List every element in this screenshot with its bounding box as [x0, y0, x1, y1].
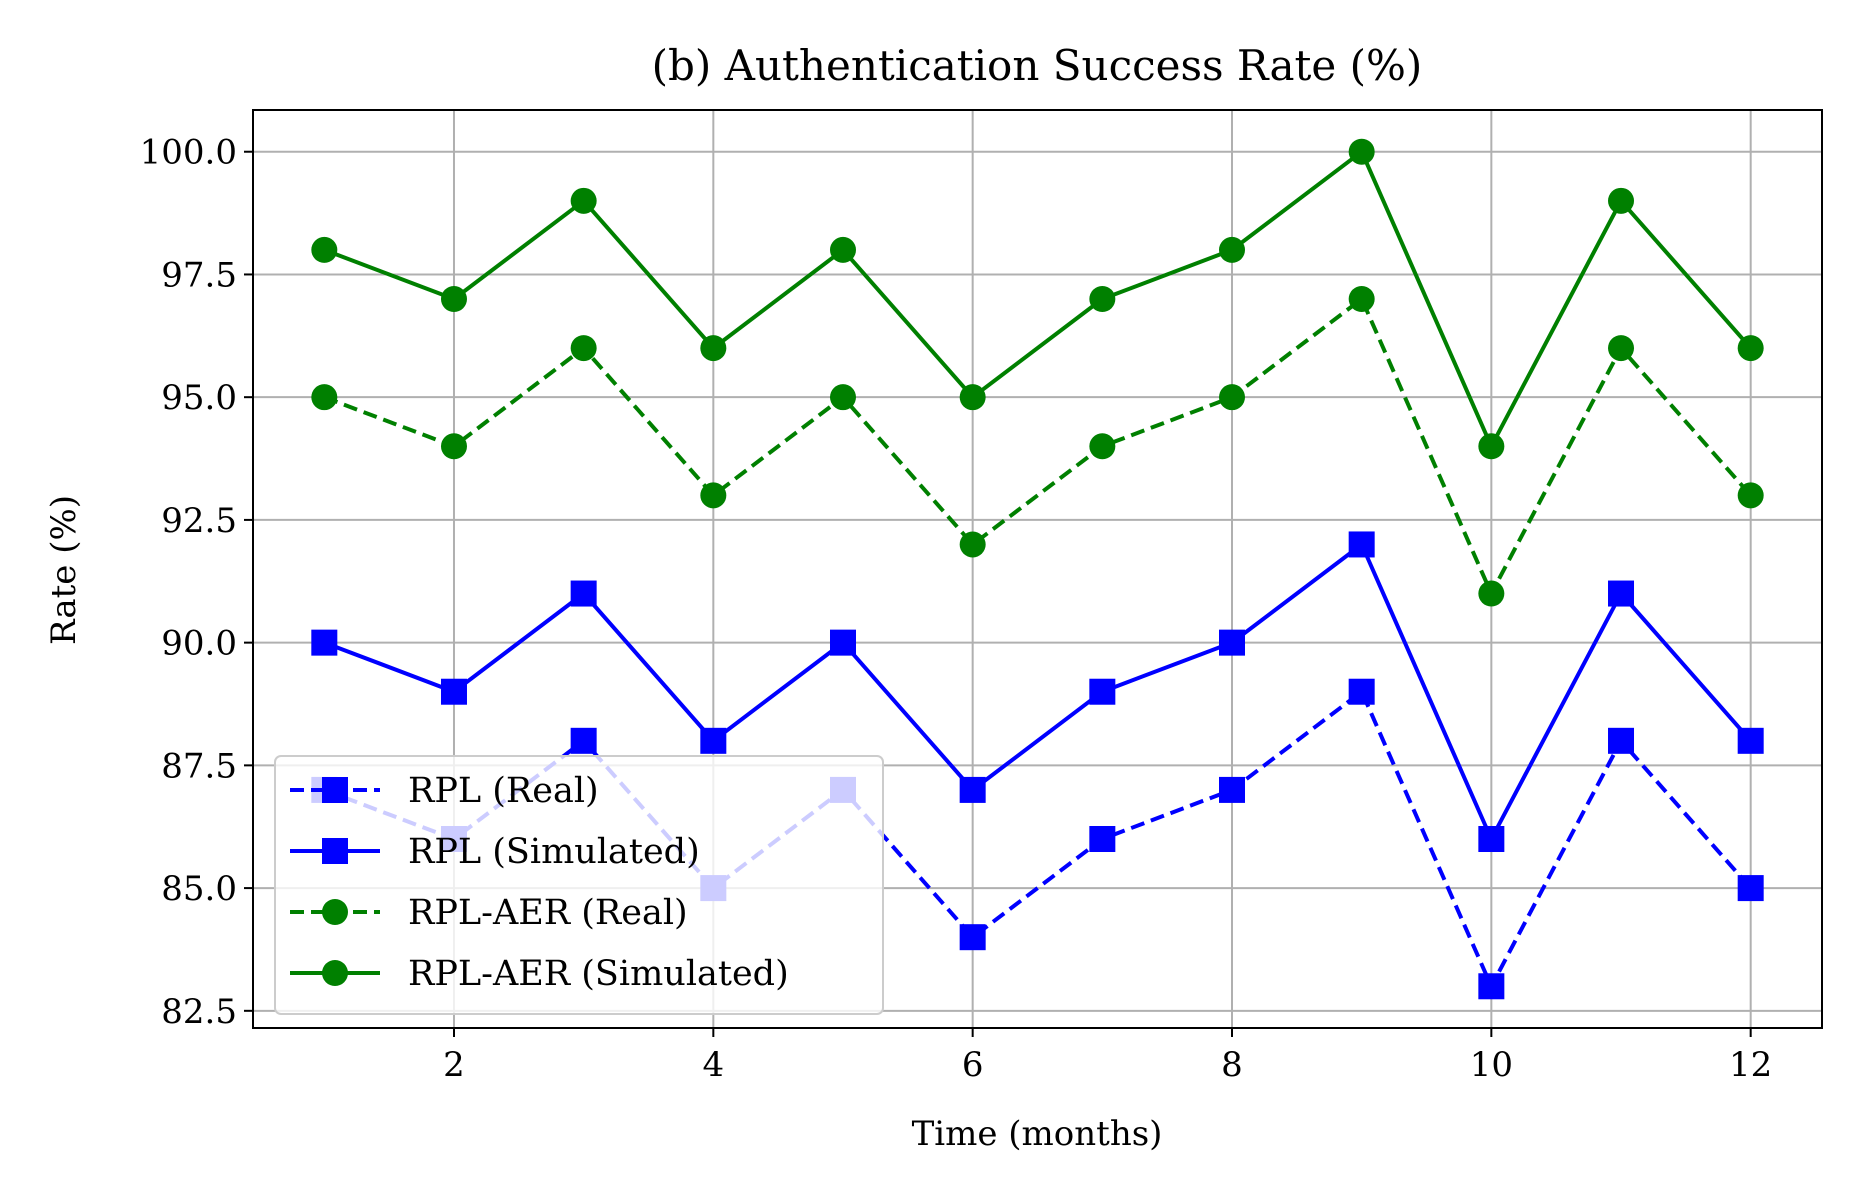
data-point — [1089, 286, 1116, 312]
y-tick-label: 92.5 — [161, 501, 237, 541]
data-point — [1219, 384, 1246, 411]
y-tick-label: 87.5 — [161, 746, 237, 786]
axes: 2 4 6 8 10 12 82.5 85.0 87.5 90.0 92.5 95.0 97.5 100.… — [140, 133, 1773, 1085]
data-point — [440, 286, 467, 312]
legend-entry: RPL (Real) — [290, 771, 599, 811]
data-point — [1478, 826, 1505, 852]
legend-marker — [322, 777, 348, 803]
x-axis-title: Time (months) — [912, 1114, 1163, 1154]
series-rpl-aer-simulated — [311, 138, 1764, 460]
legend-label: RPL (Real) — [408, 771, 599, 811]
data-point — [1737, 335, 1764, 362]
legend-marker — [322, 960, 348, 986]
data-point — [311, 384, 338, 411]
y-tick-label: 100.0 — [140, 133, 237, 173]
legend-label: RPL-AER (Simulated) — [408, 954, 789, 994]
data-point — [829, 384, 856, 411]
chart-title: (b) Authentication Success Rate (%) — [652, 41, 1423, 90]
data-point — [1219, 776, 1246, 803]
data-point — [829, 236, 856, 263]
data-point — [1737, 482, 1764, 509]
data-point — [1089, 678, 1116, 705]
data-point — [959, 531, 986, 558]
x-tick-label: 8 — [1221, 1045, 1243, 1085]
data-point — [311, 236, 338, 263]
x-tick-label: 6 — [962, 1045, 984, 1085]
y-tick-label: 95.0 — [161, 378, 237, 418]
legend: RPL (Real) RPL (Simulated) RPL-AER (Real) R… — [274, 755, 884, 1015]
x-tick-label: 2 — [443, 1045, 465, 1085]
x-tick-label: 12 — [1729, 1045, 1772, 1085]
data-point — [700, 335, 727, 362]
data-point — [1608, 727, 1635, 754]
series-line — [323, 149, 1753, 449]
data-point — [1348, 678, 1375, 705]
plot-frame — [252, 109, 1823, 1029]
series-layer — [311, 138, 1764, 1000]
data-point — [1478, 973, 1505, 1000]
data-point — [700, 482, 727, 509]
y-tick-label: 85.0 — [161, 869, 237, 909]
data-point — [311, 629, 338, 656]
data-point — [570, 580, 597, 607]
data-point — [1089, 433, 1116, 460]
y-tick-label: 82.5 — [161, 992, 237, 1032]
data-point — [1608, 187, 1635, 214]
x-tick-label: 10 — [1470, 1045, 1513, 1085]
legend-marker — [322, 838, 348, 864]
data-point — [1478, 580, 1505, 607]
data-point — [1219, 629, 1246, 656]
data-point — [1737, 875, 1764, 902]
legend-entry: RPL-AER (Real) — [290, 893, 688, 933]
series-rpl-simulated — [311, 531, 1764, 852]
grid-lines — [253, 110, 1822, 1028]
data-point — [570, 335, 597, 362]
data-point — [570, 727, 597, 754]
data-point — [570, 187, 597, 214]
y-tick-label: 90.0 — [161, 624, 237, 664]
y-tick-label: 97.5 — [161, 255, 237, 295]
y-axis-title: Rate (%) — [44, 495, 84, 645]
data-point — [440, 433, 467, 460]
data-point — [1348, 531, 1375, 558]
legend-entry: RPL (Simulated) — [290, 832, 700, 872]
legend-marker — [322, 899, 348, 925]
data-point — [959, 924, 986, 951]
x-tick-label: 4 — [703, 1045, 725, 1085]
data-point — [1348, 138, 1375, 165]
data-point — [1608, 580, 1635, 607]
series-line — [323, 542, 1753, 841]
data-point — [1219, 236, 1246, 263]
data-point — [1089, 826, 1116, 852]
series-line — [323, 297, 1753, 596]
data-point — [1348, 286, 1375, 312]
data-point — [1737, 727, 1764, 754]
data-point — [959, 384, 986, 411]
legend-entry: RPL-AER (Simulated) — [290, 954, 789, 994]
data-point — [1608, 335, 1635, 362]
legend-label: RPL (Simulated) — [408, 832, 700, 872]
data-point — [700, 727, 727, 754]
legend-label: RPL-AER (Real) — [408, 893, 688, 933]
legend-box — [274, 755, 884, 1015]
data-point — [1478, 433, 1505, 460]
data-point — [440, 678, 467, 705]
data-point — [959, 776, 986, 803]
data-point — [829, 629, 856, 656]
series-rpl-aer-real — [311, 286, 1764, 607]
